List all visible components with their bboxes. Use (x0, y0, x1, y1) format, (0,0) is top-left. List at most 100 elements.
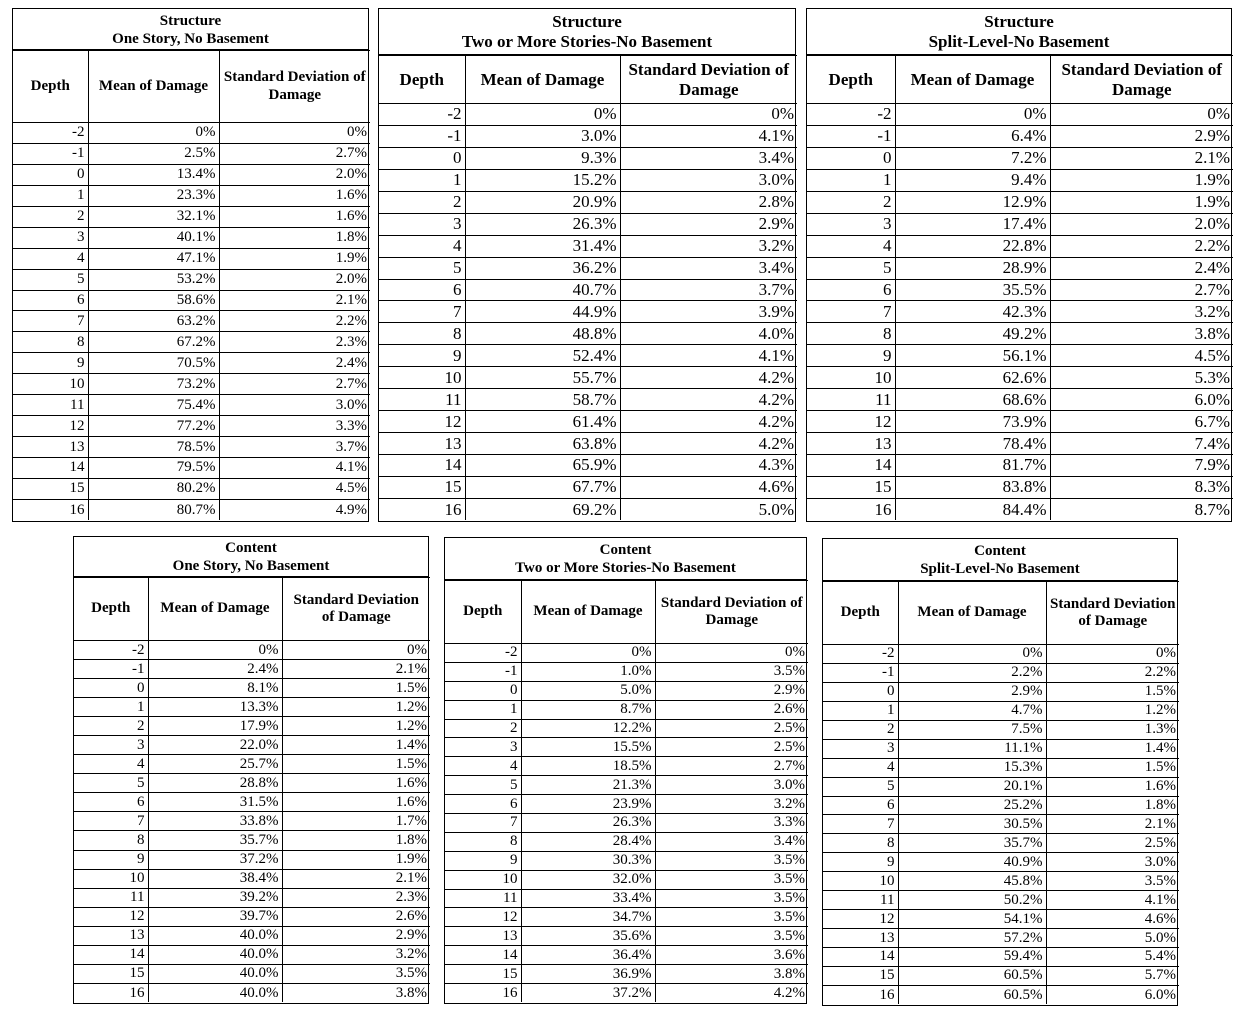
depth-cell: 16 (379, 497, 466, 521)
depth-cell: 7 (823, 814, 899, 835)
depth-cell: 10 (74, 868, 149, 889)
depth-cell: 14 (445, 945, 522, 966)
table-row: 14 59.4% 5.4% (823, 947, 1179, 967)
mean-cell: 4.7% (897, 700, 1047, 721)
mean-cell: 33.4% (520, 888, 656, 909)
table-row: -1 2.2% 2.2% (823, 662, 1179, 683)
depth-cell: 15 (379, 475, 466, 499)
table-row: 8 28.4% 3.4% (445, 831, 808, 852)
depth-cell: 13 (807, 432, 896, 455)
table-row: 3 11.1% 1.4% (823, 738, 1179, 759)
mean-cell: 7.2% (894, 146, 1051, 170)
sd-cell: 4.2% (619, 432, 797, 455)
sd-cell: 4.5% (1049, 344, 1233, 368)
mean-header: Mean of Damage (147, 577, 283, 641)
sd-cell: 2.9% (1049, 124, 1233, 148)
table-row: 14 81.7% 7.9% (807, 454, 1233, 477)
depth-cell: 11 (823, 890, 899, 911)
depth-cell: 14 (13, 457, 89, 479)
depth-cell: 8 (379, 322, 466, 346)
table-row: 2 12.9% 1.9% (807, 190, 1233, 214)
depth-cell: 2 (13, 205, 89, 228)
damage-table: Depth Mean of Damage Standard Deviation of… (13, 50, 370, 521)
structure-two-or-more-stories-table: Structure Two or More Stories-No Basement… (378, 8, 797, 522)
sd-cell: 4.3% (619, 454, 797, 477)
table-caption: Content Split-Level-No Basement (823, 539, 1177, 581)
table-row: 15 36.9% 3.8% (445, 964, 808, 985)
table-row: 4 15.3% 1.5% (823, 757, 1179, 778)
mean-header: Mean of Damage (894, 55, 1051, 104)
sd-cell: 1.2% (281, 697, 430, 718)
header-row: Depth Mean of Damage Standard Deviation of… (74, 577, 430, 641)
sd-cell: 1.6% (281, 773, 430, 794)
depth-cell: -2 (13, 122, 89, 144)
depth-cell: 0 (379, 146, 466, 170)
depth-cell: 1 (74, 697, 149, 718)
depth-cell: 10 (379, 366, 466, 390)
depth-cell: -1 (74, 659, 149, 680)
sd-cell: 1.2% (281, 716, 430, 737)
table-row: 14 36.4% 3.6% (445, 945, 808, 966)
sd-cell: 1.4% (1045, 738, 1179, 759)
mean-cell: 0% (897, 644, 1047, 664)
table-row: 15 40.0% 3.5% (74, 963, 430, 984)
sd-header: Standard Deviation of Damage (619, 55, 797, 104)
mean-cell: 40.7% (464, 278, 621, 302)
mean-cell: 35.5% (894, 278, 1051, 302)
mean-cell: 35.7% (897, 833, 1047, 854)
table-row: 16 84.4% 8.7% (807, 497, 1233, 521)
sd-cell: 3.5% (281, 963, 430, 984)
table-row: 12 77.2% 3.3% (13, 415, 370, 438)
depth-cell: -2 (445, 643, 522, 663)
table-row: 0 13.4% 2.0% (13, 163, 370, 186)
mean-cell: 0% (464, 103, 621, 126)
depth-cell: 4 (379, 234, 466, 258)
mean-cell: 67.7% (464, 475, 621, 499)
sd-cell: 2.7% (218, 373, 370, 396)
table-row: 1 9.4% 1.9% (807, 168, 1233, 192)
table-row: 0 8.1% 1.5% (74, 678, 430, 699)
sd-header: Standard Deviation of Damage (218, 50, 370, 123)
mean-cell: 50.2% (897, 890, 1047, 911)
sd-cell: 0% (218, 122, 370, 144)
table-row: -1 3.0% 4.1% (379, 124, 797, 148)
table-row: 2 12.2% 2.5% (445, 718, 808, 739)
depth-cell: 2 (823, 719, 899, 740)
table-row: 13 63.8% 4.2% (379, 432, 797, 455)
sd-cell: 1.2% (1045, 700, 1179, 721)
sd-cell: 2.3% (281, 887, 430, 908)
table-row: 0 2.9% 1.5% (823, 681, 1179, 702)
mean-cell: 28.4% (520, 831, 656, 852)
table-row: 3 15.5% 2.5% (445, 737, 808, 758)
sd-cell: 2.1% (1049, 146, 1233, 170)
mean-cell: 36.4% (520, 945, 656, 966)
depth-cell: 8 (445, 831, 522, 852)
mean-cell: 22.0% (147, 735, 283, 756)
depth-cell: 12 (13, 415, 89, 438)
depth-cell: 13 (445, 926, 522, 947)
table-row: 8 67.2% 2.3% (13, 331, 370, 354)
depth-cell: 15 (807, 475, 896, 499)
depth-cell: 8 (807, 322, 896, 346)
depth-cell: 3 (807, 212, 896, 236)
caption-category: Content (599, 542, 652, 558)
sd-cell: 1.9% (1049, 190, 1233, 214)
table-row: 14 79.5% 4.1% (13, 457, 370, 479)
sd-cell: 4.1% (1045, 890, 1179, 911)
mean-cell: 58.6% (87, 289, 220, 312)
depth-cell: 7 (13, 310, 89, 333)
mean-cell: 47.1% (87, 247, 220, 270)
table-row: 4 47.1% 1.9% (13, 247, 370, 270)
table-row: 11 39.2% 2.3% (74, 887, 430, 908)
sd-cell: 1.3% (1045, 719, 1179, 740)
depth-cell: 1 (807, 168, 896, 192)
sd-cell: 1.6% (218, 184, 370, 207)
sd-cell: 2.6% (281, 906, 430, 927)
mean-cell: 1.0% (520, 661, 656, 682)
depth-cell: 2 (807, 190, 896, 214)
table-row: -2 0% 0% (74, 639, 430, 661)
table-row: 7 63.2% 2.2% (13, 310, 370, 333)
table-row: 8 35.7% 2.5% (823, 833, 1179, 854)
sd-cell: 2.0% (1049, 212, 1233, 236)
depth-cell: 15 (13, 477, 89, 500)
